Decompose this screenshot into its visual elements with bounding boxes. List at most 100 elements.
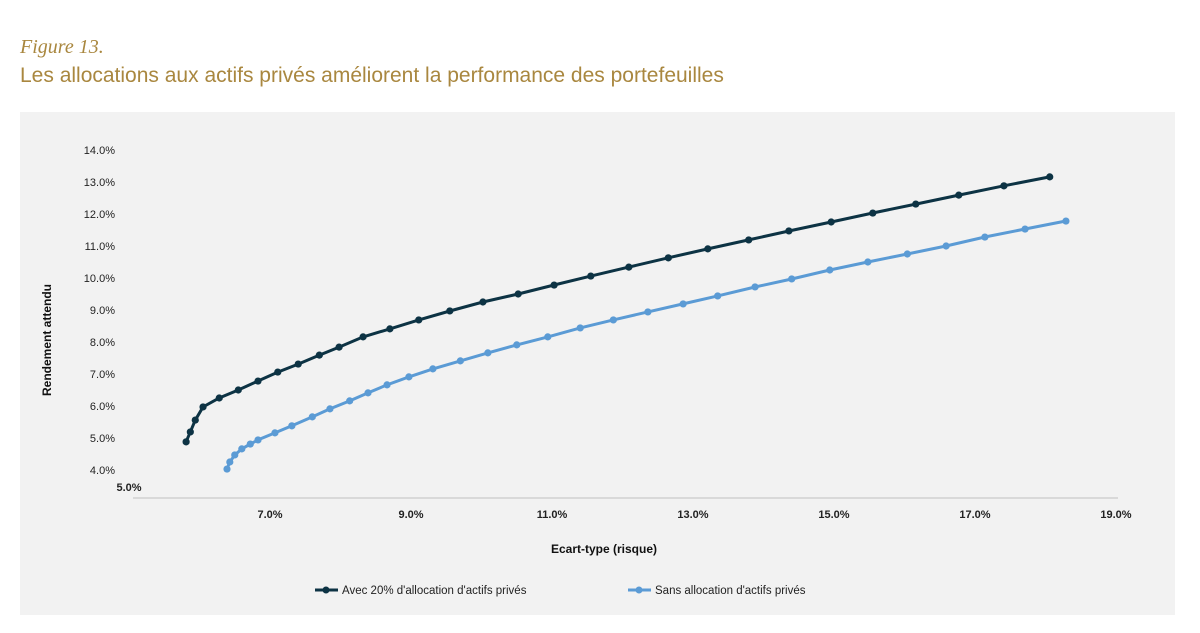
data-point (415, 316, 423, 324)
series-0 (182, 173, 1054, 446)
data-point (254, 377, 262, 385)
data-point (191, 416, 199, 424)
data-point (576, 324, 584, 332)
data-point (785, 227, 793, 235)
data-point (550, 281, 558, 289)
legend-swatch-marker (322, 586, 330, 594)
data-point (254, 436, 262, 444)
data-point (346, 397, 354, 405)
legend: Avec 20% d'allocation d'actifs privés Sa… (315, 585, 806, 597)
y-tick-label: 7.0% (90, 369, 115, 381)
figure-label: Figure 13. (20, 36, 104, 58)
data-point (246, 440, 254, 448)
series-1 (223, 217, 1070, 473)
data-point (609, 316, 617, 324)
x-tick-label: 15.0% (818, 509, 849, 521)
data-point (1021, 225, 1029, 233)
legend-label: Avec 20% d'allocation d'actifs privés (342, 585, 527, 597)
y-tick-label: 6.0% (90, 401, 115, 413)
y-tick-label: 4.0% (90, 465, 115, 477)
data-point (1046, 173, 1054, 181)
y-tick-label: 9.0% (90, 305, 115, 317)
data-point (335, 343, 343, 351)
data-point (479, 298, 487, 306)
y-tick-label: 12.0% (84, 209, 115, 221)
series-line (225, 219, 1067, 470)
chart-panel (20, 112, 1175, 615)
y-tick-label: 14.0% (84, 145, 115, 157)
data-point (514, 290, 522, 298)
data-point (308, 413, 316, 421)
data-point (664, 254, 672, 262)
data-point (679, 300, 687, 308)
data-point (234, 386, 242, 394)
data-point (215, 394, 223, 402)
data-point (745, 236, 753, 244)
data-point (751, 283, 759, 291)
data-point (429, 365, 437, 373)
data-point (456, 357, 464, 365)
data-point (903, 250, 911, 258)
data-point (294, 360, 302, 368)
data-point (1062, 217, 1070, 225)
x-tick-label: 19.0% (1100, 509, 1131, 521)
x-tick-label: 11.0% (537, 509, 568, 521)
legend-item-with-private: Avec 20% d'allocation d'actifs privés (315, 585, 527, 597)
data-point (544, 333, 552, 341)
data-point (788, 275, 796, 283)
data-point (274, 368, 282, 376)
data-point (383, 381, 391, 389)
x-tick-label: 7.0% (257, 509, 282, 521)
data-point (981, 233, 989, 241)
y-tick-label: 13.0% (84, 177, 115, 189)
data-point (226, 458, 234, 466)
data-point (288, 422, 296, 430)
data-point (827, 218, 835, 226)
data-point (1000, 182, 1008, 190)
data-point (942, 242, 950, 250)
data-point (315, 351, 323, 359)
data-point (182, 438, 190, 446)
data-point (231, 451, 239, 459)
x-tick-label: 17.0% (959, 509, 990, 521)
data-point (714, 292, 722, 300)
x-tick-label: 9.0% (398, 509, 423, 521)
data-point (704, 245, 712, 253)
x-tick-label: 13.0% (677, 509, 708, 521)
x-axis-ticks: 5.0% 7.0% 9.0% 11.0% 13.0% 15.0% 17.0% 19.0% (116, 482, 1131, 521)
legend-item-without-private: Sans allocation d'actifs privés (628, 585, 806, 597)
data-point (484, 349, 492, 357)
x-tick-label: 5.0% (116, 482, 141, 494)
figure-title: Les allocations aux actifs privés amélio… (20, 64, 724, 87)
data-point (364, 389, 372, 397)
data-point (199, 403, 207, 411)
data-point (386, 325, 394, 333)
series-group (182, 173, 1070, 473)
y-tick-label: 8.0% (90, 337, 115, 349)
data-point (869, 209, 877, 217)
data-point (326, 405, 334, 413)
data-point (513, 341, 521, 349)
data-point (271, 429, 279, 437)
y-tick-label: 5.0% (90, 433, 115, 445)
data-point (587, 272, 595, 280)
x-axis-label: Ecart-type (risque) (551, 542, 657, 556)
data-point (864, 258, 872, 266)
y-tick-label: 10.0% (84, 273, 115, 285)
legend-swatch-marker (635, 586, 643, 594)
data-point (359, 333, 367, 341)
data-point (223, 465, 231, 473)
data-point (644, 308, 652, 316)
data-point (826, 266, 834, 274)
y-axis-ticks: 4.0% 5.0% 6.0% 7.0% 8.0% 9.0% 10.0% 11.0% 12.0% 1… (84, 145, 115, 477)
data-point (186, 428, 194, 436)
data-point (405, 373, 413, 381)
data-point (625, 263, 633, 271)
y-tick-label: 11.0% (85, 241, 116, 253)
legend-label: Sans allocation d'actifs privés (655, 585, 806, 597)
data-point (446, 307, 454, 315)
data-point (912, 200, 920, 208)
series-line (184, 175, 1050, 443)
data-point (238, 445, 246, 453)
